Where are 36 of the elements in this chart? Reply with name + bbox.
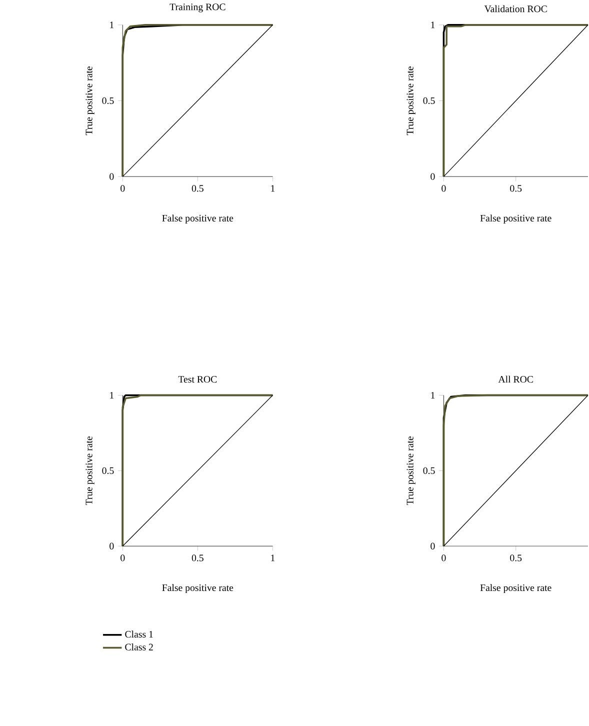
y-tick-label: 0.5 xyxy=(102,97,114,104)
x-tick-label: 0.5 xyxy=(510,185,522,192)
y-axis-title: True positive rate xyxy=(406,436,416,506)
legend-label: Class 2 xyxy=(125,643,153,650)
y-axis-title: True positive rate xyxy=(406,66,416,136)
y-tick-label: 0 xyxy=(430,542,435,550)
x-axis-title: False positive rate xyxy=(162,584,234,594)
x-tick-label: 0.5 xyxy=(192,554,204,562)
x-axis-title: False positive rate xyxy=(480,214,552,224)
y-tick-label: 1 xyxy=(110,392,114,398)
chart-title: Validation ROC xyxy=(484,5,547,12)
y-tick-label: 0 xyxy=(110,542,114,550)
chart-title: Test ROC xyxy=(178,376,217,383)
legend-label: Class 1 xyxy=(125,630,153,638)
y-axis-title: True positive rate xyxy=(86,436,94,506)
y-tick-label: 0.5 xyxy=(423,97,435,104)
x-tick-label: 0.5 xyxy=(510,554,522,562)
x-tick-label: 0.5 xyxy=(192,185,204,192)
x-tick-label: 0 xyxy=(442,554,446,562)
chart-title: Training ROC xyxy=(170,4,226,12)
x-tick-label: 1 xyxy=(271,554,275,562)
y-tick-label: 0 xyxy=(430,173,435,180)
y-tick-label: 0 xyxy=(110,173,114,180)
x-axis-title: False positive rate xyxy=(480,584,552,594)
y-tick-label: 1 xyxy=(110,22,114,28)
y-axis-title: True positive rate xyxy=(86,66,94,136)
x-tick-label: 1 xyxy=(271,185,275,192)
chart-title: All ROC xyxy=(498,376,533,383)
y-tick-label: 1 xyxy=(431,22,435,28)
x-axis-title: False positive rate xyxy=(162,214,234,224)
x-tick-label: 0 xyxy=(120,185,125,192)
y-tick-label: 1 xyxy=(431,392,435,398)
y-tick-label: 0.5 xyxy=(102,467,114,474)
y-tick-label: 0.5 xyxy=(423,467,435,474)
x-tick-label: 0 xyxy=(120,554,125,562)
x-tick-label: 0 xyxy=(442,185,446,192)
